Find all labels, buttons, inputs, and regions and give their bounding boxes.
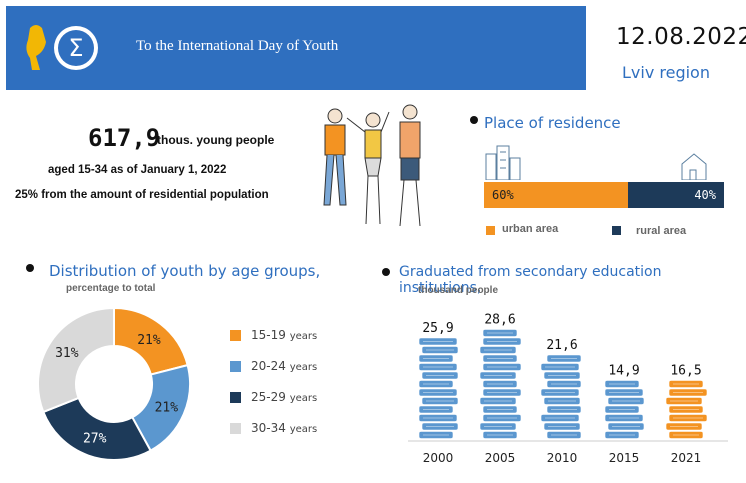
rural-share-bar: 40% bbox=[628, 182, 724, 208]
urban-share-bar: 60% bbox=[484, 182, 628, 208]
book-stack-2005 bbox=[479, 329, 522, 439]
residence-icons bbox=[485, 145, 707, 180]
residence-bar: 60% 40% bbox=[484, 182, 724, 208]
report-date: 12.08.2022 bbox=[616, 24, 746, 50]
age-legend-label-3: 25-29 years bbox=[251, 390, 318, 404]
book-stack-2021 bbox=[665, 380, 708, 439]
city-buildings-icon bbox=[485, 145, 521, 180]
age-legend-swatch-1 bbox=[230, 330, 241, 341]
urban-legend-label: urban area bbox=[502, 223, 559, 235]
graduates-bullet bbox=[382, 268, 390, 276]
graduates-subtitle: thousand people bbox=[418, 285, 498, 296]
graduates-value-2010: 21,6 bbox=[546, 338, 577, 353]
urban-legend-swatch bbox=[486, 226, 495, 235]
youth-count-unit: thous. young people bbox=[157, 133, 275, 147]
graduates-value-2005: 28,6 bbox=[484, 313, 515, 328]
donut-slice-3 bbox=[42, 396, 152, 461]
age-legend-swatch-3 bbox=[230, 392, 241, 403]
graduates-value-2000: 25,9 bbox=[422, 321, 453, 336]
graduates-title: Graduated from secondary education insti… bbox=[399, 264, 662, 296]
donut-label-2: 21% bbox=[155, 401, 179, 416]
donut-label-1: 21% bbox=[137, 333, 161, 348]
header-title: To the International Day of Youth bbox=[136, 38, 339, 54]
graduates-year-2021: 2021 bbox=[671, 451, 702, 465]
graduates-year-2000: 2000 bbox=[423, 451, 454, 465]
graduates-year-2005: 2005 bbox=[485, 451, 516, 465]
graduates-year-2010: 2010 bbox=[547, 451, 578, 465]
donut-slice-4 bbox=[37, 306, 115, 414]
rural-legend-label: rural area bbox=[636, 225, 687, 237]
house-icon bbox=[681, 153, 707, 180]
youth-age-range: aged 15-34 as of January 1, 2022 bbox=[48, 164, 227, 176]
donut-label-3: 27% bbox=[83, 432, 107, 447]
age-title: Distribution of youth by age groups, bbox=[49, 262, 321, 280]
svg-text:Σ: Σ bbox=[68, 34, 83, 62]
age-legend-label-1: 15-19 years bbox=[251, 328, 318, 342]
age-subtitle: percentage to total bbox=[66, 283, 156, 294]
donut-label-4: 31% bbox=[55, 346, 79, 361]
statistics-service-logo-icon: Σ bbox=[26, 25, 98, 70]
book-stack-2015 bbox=[604, 380, 645, 439]
youth-count-value: 617,9 bbox=[88, 124, 161, 152]
graduates-year-2015: 2015 bbox=[609, 451, 640, 465]
book-stack-2000 bbox=[418, 337, 459, 439]
residence-bullet bbox=[470, 116, 478, 124]
graduates-book-chart: 25,9 2000 28,6 2005 21,6 2010 14,9 2015 16,5 2021 bbox=[408, 313, 728, 465]
region-label: Lviv region bbox=[622, 63, 710, 82]
header-banner: Σ To the International Day of Youth bbox=[6, 6, 586, 90]
age-bullet bbox=[26, 264, 34, 272]
youth-population-share: 25% from the amount of residential popul… bbox=[15, 189, 269, 201]
book-stack-2010 bbox=[540, 354, 582, 439]
graduates-value-2021: 16,5 bbox=[670, 364, 701, 379]
rural-share-label: 40% bbox=[694, 188, 716, 202]
graduates-value-2015: 14,9 bbox=[608, 364, 639, 379]
age-legend-label-2: 20-24 years bbox=[251, 359, 318, 373]
rural-legend-swatch bbox=[612, 226, 621, 235]
age-donut-chart: 21% 21% 27% 31% bbox=[37, 306, 191, 461]
age-legend-label-4: 30-34 years bbox=[251, 421, 318, 435]
age-legend-swatch-2 bbox=[230, 361, 241, 372]
urban-share-label: 60% bbox=[492, 188, 514, 202]
age-legend-swatch-4 bbox=[230, 423, 241, 434]
residence-title: Place of residence bbox=[484, 114, 621, 132]
young-people-illustration bbox=[323, 104, 421, 227]
